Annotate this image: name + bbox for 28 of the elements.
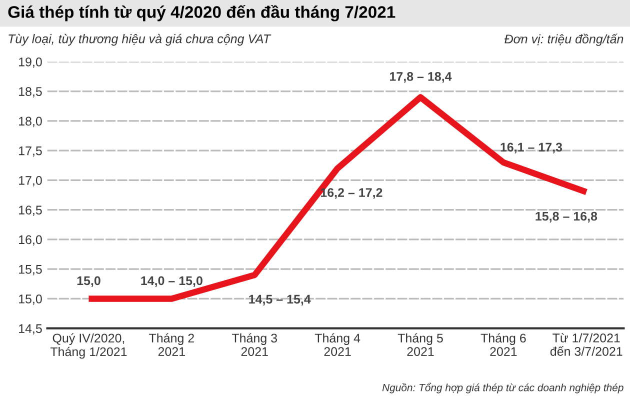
x-tick-label: Tháng 3 2021: [232, 333, 277, 356]
annotation: 16,1 – 17,3: [500, 142, 562, 154]
x-tick-label: Tháng 2 2021: [149, 333, 194, 356]
x-tick-label: Từ 1/7/2021 đến 3/7/2021: [550, 333, 622, 356]
y-tick-label: 18,5: [19, 87, 42, 98]
y-tick-label: 17,0: [19, 176, 42, 186]
x-tick-label: Tháng 6 2021: [480, 333, 526, 356]
annotation: 16,2 – 17,2: [320, 188, 382, 199]
chart-subtitle: Tùy loại, tùy thương hiệu và giá chưa cộng VAT: [8, 34, 272, 46]
annotation: 14,0 – 15,0: [141, 276, 202, 287]
x-tick-label: Tháng 4 2021: [314, 333, 360, 356]
text: Đơn vị: triệu đồng/tấn: [504, 34, 624, 46]
x-tick-label: Tháng 5 2021: [398, 333, 443, 356]
annotation: 17,8 – 18,4: [390, 72, 452, 83]
y-tick-label: 15,5: [19, 265, 42, 276]
y-tick-label: 19,0: [19, 57, 42, 68]
x-tick-label: Quý IV/2020, Tháng 1/2021: [50, 333, 127, 359]
annotation: 15,8 – 16,8: [536, 212, 598, 222]
y-tick-label: 17,5: [19, 146, 42, 157]
y-tick-label: 16,5: [19, 206, 42, 216]
text: Nguồn: Tổng hợp giá thép từ các doanh nghiệp thép: [382, 382, 624, 394]
y-tick-label: 16,0: [19, 235, 42, 246]
y-tick-label: 18,0: [19, 116, 42, 128]
annotation: 14,5 – 15,4: [249, 294, 311, 306]
annotation: 15,0: [77, 276, 100, 287]
y-tick-label: 14,5: [19, 324, 42, 334]
y-tick-label: 15,0: [19, 294, 42, 305]
chart-title: Giá thép tính từ quý 4/2020 đến đầu tháng 7/2021: [8, 4, 396, 22]
